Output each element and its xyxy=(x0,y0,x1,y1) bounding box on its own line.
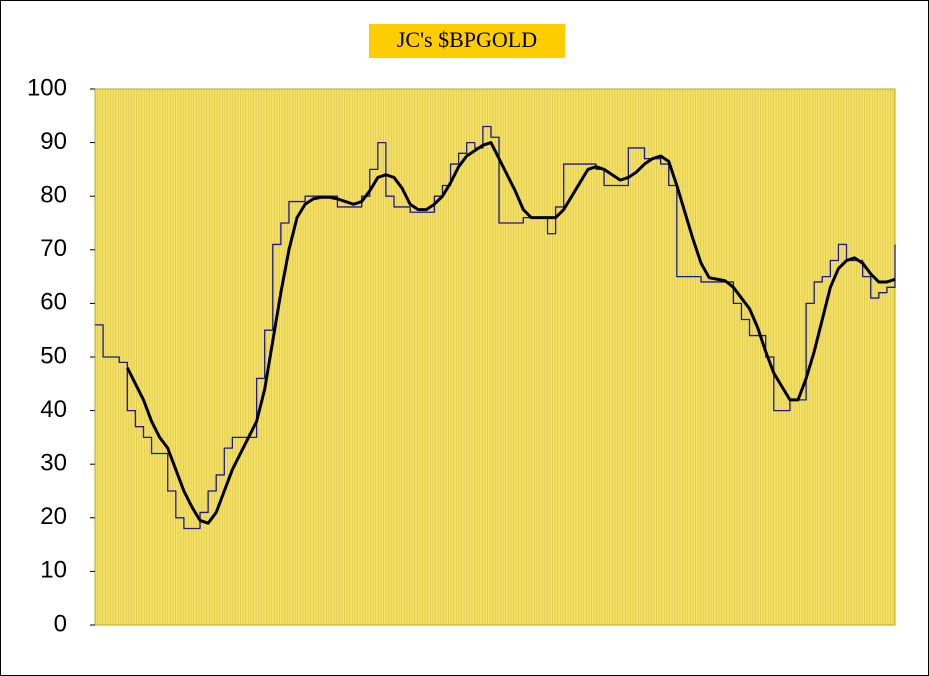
y-tick-label: 60 xyxy=(40,289,67,316)
y-tick-label: 20 xyxy=(40,503,67,530)
y-tick-label: 80 xyxy=(40,182,67,209)
y-tick-label: 90 xyxy=(40,128,67,155)
y-tick-label: 50 xyxy=(40,342,67,369)
y-tick-label: 0 xyxy=(54,610,67,637)
y-tick-label: 30 xyxy=(40,450,67,477)
title-box xyxy=(369,24,565,58)
plot-area xyxy=(94,88,896,626)
y-tick-label: 100 xyxy=(27,74,67,101)
chart-title: JC's $BPGOLD xyxy=(397,27,537,52)
series-line xyxy=(95,125,896,530)
y-tick-label: 40 xyxy=(40,396,67,423)
y-tick-label: 70 xyxy=(40,235,67,262)
y-tick-label: 10 xyxy=(40,557,67,584)
series-line xyxy=(125,141,896,525)
